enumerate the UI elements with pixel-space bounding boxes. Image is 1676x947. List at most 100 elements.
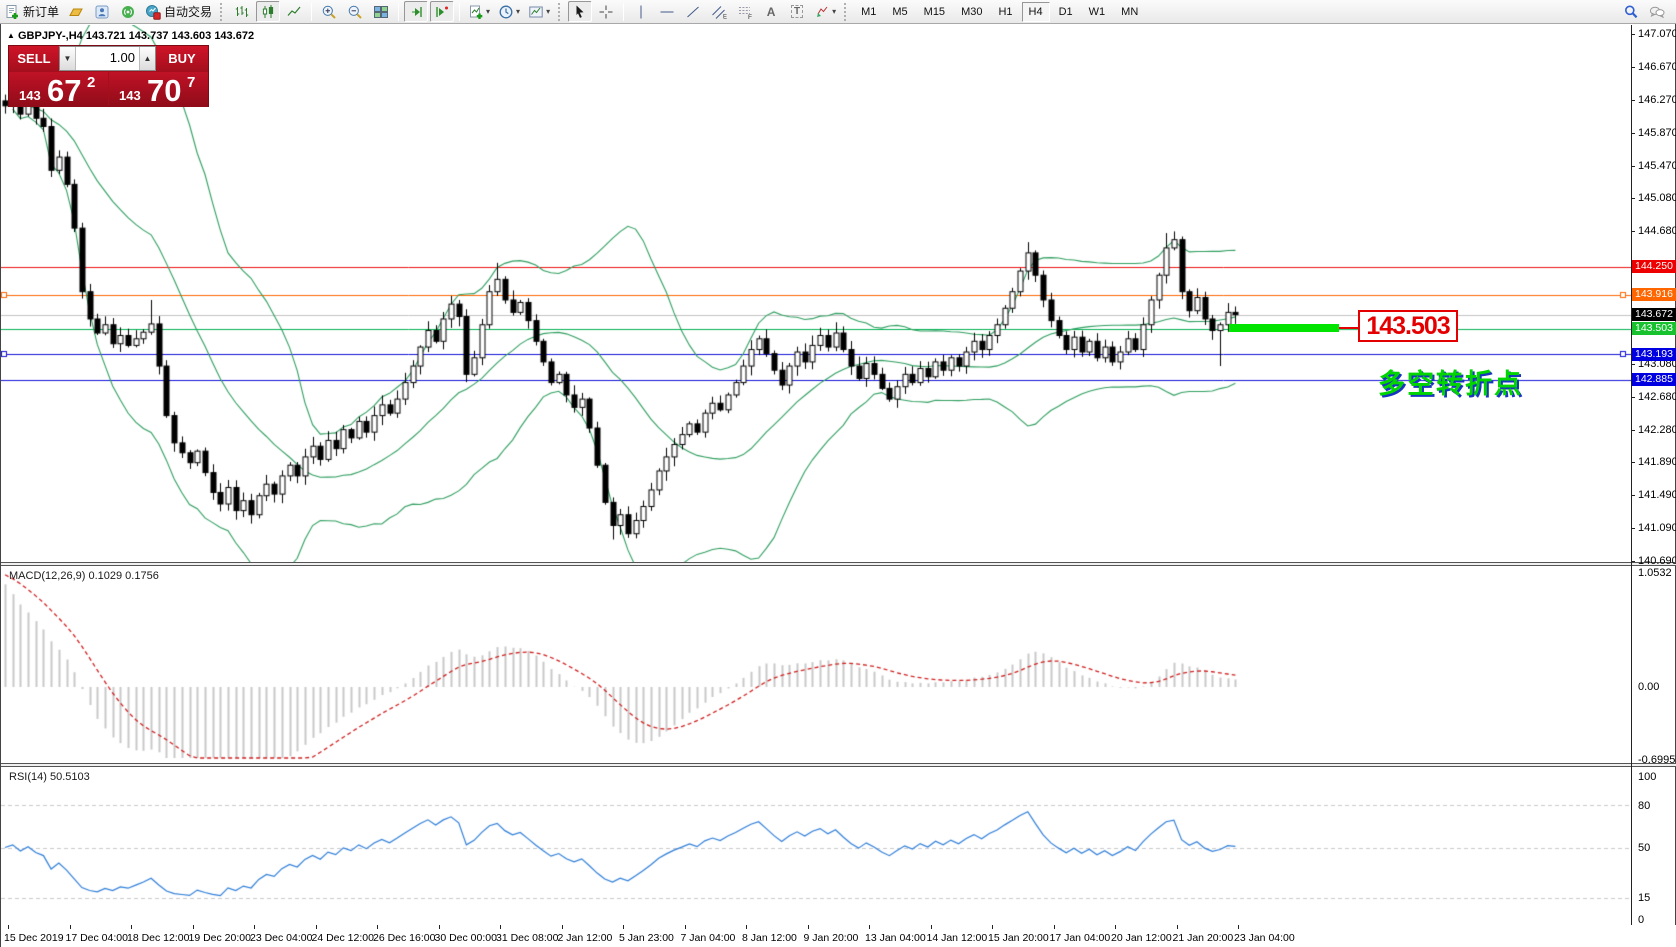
indicators-caret: ▾ <box>486 7 491 16</box>
rsi-pane-canvas[interactable] <box>1 767 1631 924</box>
pane-splitter-rsi[interactable] <box>1 763 1676 767</box>
sell-price-display[interactable]: 143 67 2 <box>9 72 108 107</box>
bar-chart-button[interactable] <box>230 1 254 22</box>
auto-trading-label: 自动交易 <box>164 5 213 19</box>
time-tick-label: 23 Jan 04:00 <box>1234 932 1295 944</box>
sell-button[interactable]: SELL <box>9 46 59 71</box>
text-label-icon: T <box>791 5 804 18</box>
tf-button-d1[interactable]: D1 <box>1058 5 1073 18</box>
price-marker-144.250: 144.250 <box>1632 260 1676 273</box>
price-tick-label: 146.670 <box>1638 61 1676 73</box>
time-tick-label: 17 Jan 04:00 <box>1049 932 1111 944</box>
price-tick-label: 141.890 <box>1638 456 1676 468</box>
collapse-panel-icon[interactable]: ▲ <box>7 31 15 40</box>
price-marker-142.885: 142.885 <box>1632 373 1676 386</box>
symbol-ohlc-values: 143.721 143.737 143.603 143.672 <box>85 30 255 42</box>
search-button[interactable] <box>1619 1 1643 22</box>
volume-decrease-button[interactable]: ▼ <box>60 47 76 70</box>
price-tick-mark <box>1631 166 1635 167</box>
trendline-tool-button[interactable] <box>681 1 705 22</box>
tf-button-m15[interactable]: M15 <box>923 5 946 18</box>
time-tick-label: 26 Dec 16:00 <box>373 932 436 944</box>
tf-button-mn[interactable]: MN <box>1121 5 1139 18</box>
time-tick-label: 15 Jan 20:00 <box>988 932 1049 944</box>
text-tool-icon: A <box>766 4 776 19</box>
text-label-tool-button[interactable]: T <box>785 1 809 22</box>
periods-button[interactable]: ▾ <box>495 1 523 22</box>
zoom-out-button[interactable] <box>343 1 367 22</box>
auto-trading-icon <box>146 4 161 20</box>
volume-increase-button[interactable]: ▲ <box>139 47 155 70</box>
main-chart-canvas[interactable] <box>1 25 1631 563</box>
price-tick-label: 145.080 <box>1638 192 1676 204</box>
trendline-icon <box>687 6 699 17</box>
toolbar-grip-3[interactable] <box>844 2 849 21</box>
indicators-button[interactable]: ▾ <box>465 1 493 22</box>
new-order-button[interactable]: 新订单 <box>1 1 62 22</box>
toolbar-grip-2[interactable] <box>558 2 563 21</box>
chart-window: 147.070 146.670 146.270 145.870 145.470 145.0… <box>0 24 1676 947</box>
tf-button-h4[interactable]: H4 <box>1021 1 1050 22</box>
price-marker-143.672: 143.672 <box>1632 308 1676 321</box>
chat-button[interactable] <box>1645 1 1669 22</box>
arrows-tool-button[interactable]: ▾ <box>811 1 839 22</box>
templates-button[interactable]: ▾ <box>525 1 553 22</box>
tile-windows-button[interactable] <box>369 1 393 22</box>
pane-splitter-macd[interactable] <box>1 562 1676 566</box>
price-callout-box[interactable]: 143.503 <box>1358 310 1458 342</box>
zoom-in-button[interactable] <box>317 1 341 22</box>
signals-button[interactable] <box>116 1 140 22</box>
channel-tool-button[interactable]: E <box>707 1 731 22</box>
cursor-tool-button[interactable] <box>568 1 593 22</box>
text-tool-button[interactable]: A <box>759 1 783 22</box>
chart-shift-icon <box>436 6 449 17</box>
auto-trading-button[interactable]: 自动交易 <box>142 1 215 22</box>
macd-pane-canvas[interactable] <box>1 566 1631 763</box>
fibonacci-tool-button[interactable]: F <box>733 1 757 22</box>
symbol-name: GBPJPY-,H4 <box>17 30 83 42</box>
chat-icon <box>1649 6 1665 18</box>
main-toolbar: 新订单 自动交易 ▾ ▾ <box>0 0 1676 24</box>
time-tick-label: 15 Dec 2019 <box>4 932 64 944</box>
market-watch-button[interactable] <box>64 1 88 22</box>
price-tick-mark <box>1631 100 1635 101</box>
time-tick-mark <box>930 925 932 929</box>
auto-scroll-button[interactable] <box>404 1 429 22</box>
price-tick-mark <box>1631 561 1635 562</box>
time-tick-mark <box>1053 925 1055 929</box>
time-tick-label: 5 Jan 23:00 <box>619 932 674 944</box>
toolbar-grip[interactable] <box>220 2 225 21</box>
time-tick-label: 8 Jan 12:00 <box>742 932 797 944</box>
support-level-highlight[interactable] <box>1229 324 1339 332</box>
time-tick-mark <box>69 925 71 929</box>
profile-button[interactable] <box>90 1 114 22</box>
time-tick-mark <box>377 925 378 929</box>
time-tick-mark <box>131 925 132 929</box>
volume-input[interactable]: 1.00 <box>109 50 135 65</box>
price-marker-143.193: 143.193 <box>1632 348 1676 361</box>
price-marker-143.916: 143.916 <box>1632 288 1676 301</box>
time-tick-label: 2 Jan 12:00 <box>557 932 613 944</box>
candlestick-chart-button[interactable] <box>256 1 281 22</box>
buy-price-display[interactable]: 143 70 7 <box>109 72 208 107</box>
volume-stepper: ▼ 1.00 ▲ <box>59 46 156 71</box>
buy-button[interactable]: BUY <box>156 46 208 71</box>
tf-button-m30[interactable]: M30 <box>961 5 983 18</box>
tf-button-h1[interactable]: H1 <box>998 5 1013 18</box>
timeframe-toolbar: M1 M5 M15 M30 H1 H4 D1 W1 MN <box>853 1 1146 22</box>
time-tick-mark <box>1176 925 1178 929</box>
time-axis[interactable]: 15 Dec 2019 17 Dec 04:00 18 Dec 12:00 19 De… <box>1 925 1676 947</box>
crosshair-tool-button[interactable] <box>594 1 618 22</box>
tf-button-m1[interactable]: M1 <box>861 5 877 18</box>
price-tick-mark <box>1631 397 1635 398</box>
line-chart-button[interactable] <box>282 1 306 22</box>
horizontal-line-tool-button[interactable] <box>655 1 679 22</box>
time-tick-mark <box>807 925 809 929</box>
tf-button-m5[interactable]: M5 <box>892 5 908 18</box>
vertical-line-tool-button[interactable] <box>629 1 653 22</box>
price-marker-143.503: 143.503 <box>1632 322 1676 335</box>
sell-price-pip: 2 <box>87 74 96 91</box>
chart-shift-button[interactable] <box>430 1 455 22</box>
tf-button-w1[interactable]: W1 <box>1088 5 1106 18</box>
time-tick-label: 7 Jan 04:00 <box>680 932 736 944</box>
